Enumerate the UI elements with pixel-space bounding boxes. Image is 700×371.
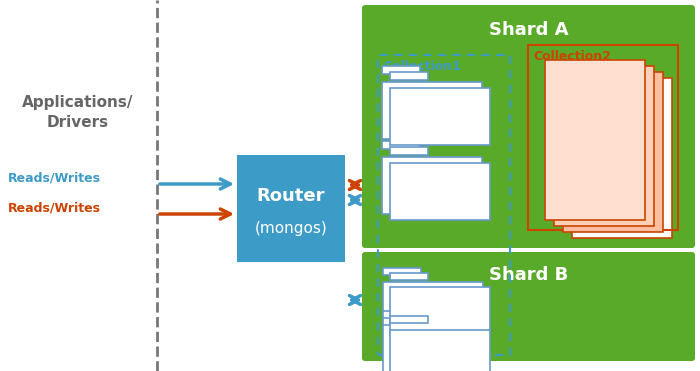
Bar — [378, 55, 510, 355]
Bar — [383, 268, 421, 275]
FancyBboxPatch shape — [362, 5, 695, 248]
Bar — [390, 88, 490, 145]
FancyBboxPatch shape — [362, 252, 695, 361]
Bar — [572, 78, 672, 238]
Text: Collection2: Collection2 — [533, 50, 611, 63]
Bar — [390, 329, 490, 371]
Text: Reads/Writes: Reads/Writes — [8, 171, 101, 184]
Text: Collection1: Collection1 — [383, 60, 461, 73]
Bar — [390, 273, 428, 280]
Bar — [390, 72, 428, 80]
Bar — [563, 72, 663, 232]
Bar — [383, 311, 421, 318]
Bar — [545, 60, 645, 220]
Bar — [237, 155, 345, 262]
Text: (mongos): (mongos) — [255, 220, 328, 236]
Bar — [390, 287, 490, 335]
Bar — [528, 45, 678, 230]
Bar — [390, 163, 490, 220]
Text: Applications/
Drivers: Applications/ Drivers — [22, 95, 134, 130]
Bar — [383, 325, 483, 371]
Text: Shard B: Shard B — [489, 266, 568, 284]
Bar — [382, 141, 420, 149]
Bar — [390, 316, 428, 323]
Bar — [554, 66, 654, 226]
Bar — [382, 82, 482, 139]
Bar — [390, 147, 428, 155]
Bar — [382, 66, 420, 74]
Text: Shard A: Shard A — [489, 21, 568, 39]
Bar — [382, 157, 482, 214]
Bar — [383, 282, 483, 330]
Text: Reads/Writes: Reads/Writes — [8, 201, 101, 214]
Text: Router: Router — [257, 187, 326, 205]
